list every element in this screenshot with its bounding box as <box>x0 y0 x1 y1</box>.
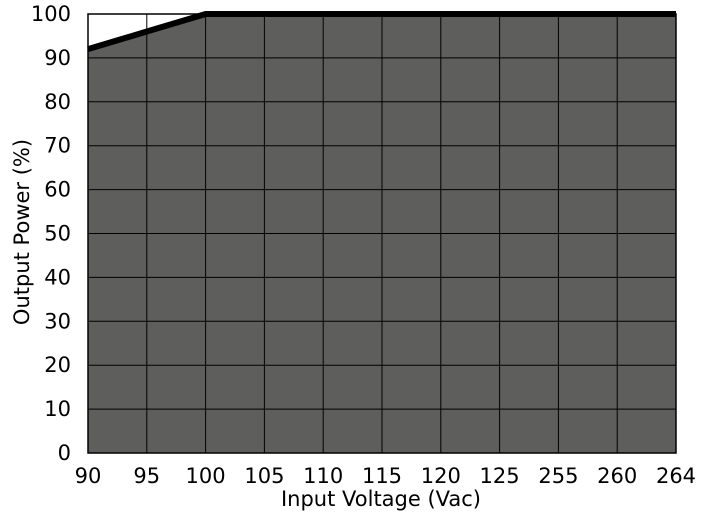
x-axis-title: Input Voltage (Vac) <box>281 487 481 511</box>
x-tick-label: 264 <box>656 464 696 488</box>
y-tick-label: 20 <box>44 353 71 377</box>
x-tick-labels: 90 95 100 105 110 115 120 125 255 260 264 <box>75 464 696 488</box>
y-tick-label: 30 <box>44 309 71 333</box>
grid-layer <box>88 14 676 453</box>
x-tick-label: 120 <box>421 464 461 488</box>
y-tick-label: 100 <box>31 2 71 26</box>
y-tick-label: 80 <box>44 90 71 114</box>
y-tick-labels: 0 10 20 30 40 50 60 70 80 90 100 <box>31 2 71 465</box>
x-tick-label: 90 <box>75 464 102 488</box>
plot-frame <box>87 13 677 454</box>
y-tick-label: 90 <box>44 46 71 70</box>
x-tick-label: 105 <box>244 464 284 488</box>
y-tick-label: 50 <box>44 222 71 246</box>
y-tick-label: 40 <box>44 265 71 289</box>
x-tick-label: 125 <box>480 464 520 488</box>
y-tick-label: 60 <box>44 178 71 202</box>
x-tick-label: 95 <box>133 464 160 488</box>
plot-border <box>87 13 677 454</box>
y-tick-label: 0 <box>58 441 71 465</box>
x-tick-label: 260 <box>597 464 637 488</box>
x-tick-label: 115 <box>362 464 402 488</box>
y-axis-title: Output Power (%) <box>10 139 34 325</box>
y-tick-label: 70 <box>44 134 71 158</box>
x-tick-label: 100 <box>186 464 226 488</box>
y-tick-label: 10 <box>44 397 71 421</box>
x-tick-label: 255 <box>538 464 578 488</box>
x-tick-label: 110 <box>303 464 343 488</box>
